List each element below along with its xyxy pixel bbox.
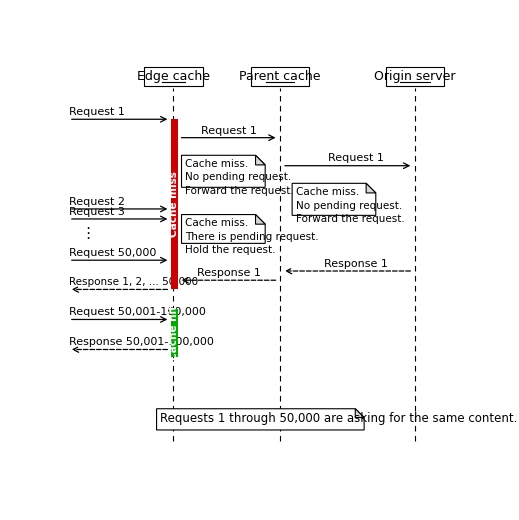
Polygon shape bbox=[255, 155, 265, 165]
Text: Response 50,001-100,000: Response 50,001-100,000 bbox=[69, 337, 214, 347]
Text: Request 2: Request 2 bbox=[69, 197, 125, 207]
Text: Response 1: Response 1 bbox=[323, 259, 387, 269]
Polygon shape bbox=[157, 409, 364, 430]
Bar bbox=[171, 119, 179, 289]
Polygon shape bbox=[255, 215, 265, 224]
Text: Origin server: Origin server bbox=[374, 70, 456, 83]
Text: Cache miss.
No pending request.
Forward the request.: Cache miss. No pending request. Forward … bbox=[185, 159, 294, 196]
Text: Cache miss.
No pending request.
Forward the request.: Cache miss. No pending request. Forward … bbox=[296, 187, 404, 224]
Text: Request 50,000: Request 50,000 bbox=[69, 248, 156, 258]
Polygon shape bbox=[182, 155, 265, 187]
FancyBboxPatch shape bbox=[144, 67, 202, 86]
Text: Response 1: Response 1 bbox=[197, 268, 261, 278]
Text: Edge cache: Edge cache bbox=[137, 70, 210, 83]
FancyBboxPatch shape bbox=[386, 67, 444, 86]
Text: Requests 1 through 50,000 are asking for the same content.: Requests 1 through 50,000 are asking for… bbox=[160, 412, 517, 425]
Text: Cache hit: Cache hit bbox=[170, 305, 180, 360]
Text: Request 3: Request 3 bbox=[69, 207, 125, 217]
Polygon shape bbox=[356, 409, 364, 418]
Text: Request 50,001-100,000: Request 50,001-100,000 bbox=[69, 307, 206, 317]
Polygon shape bbox=[182, 215, 265, 243]
Polygon shape bbox=[292, 184, 376, 215]
Text: Request 1: Request 1 bbox=[69, 107, 125, 117]
Text: Cache miss: Cache miss bbox=[170, 171, 180, 237]
Text: Request 1: Request 1 bbox=[327, 153, 384, 163]
Text: Request 1: Request 1 bbox=[201, 126, 257, 136]
Text: ⋮: ⋮ bbox=[80, 226, 96, 241]
Bar bbox=[171, 309, 179, 357]
Text: Cache miss.
There is pending request.
Hold the request.: Cache miss. There is pending request. Ho… bbox=[185, 218, 319, 255]
Text: Response 1, 2, ... 50,000: Response 1, 2, ... 50,000 bbox=[69, 278, 198, 288]
FancyBboxPatch shape bbox=[251, 67, 309, 86]
Polygon shape bbox=[366, 184, 376, 193]
Text: Parent cache: Parent cache bbox=[239, 70, 321, 83]
